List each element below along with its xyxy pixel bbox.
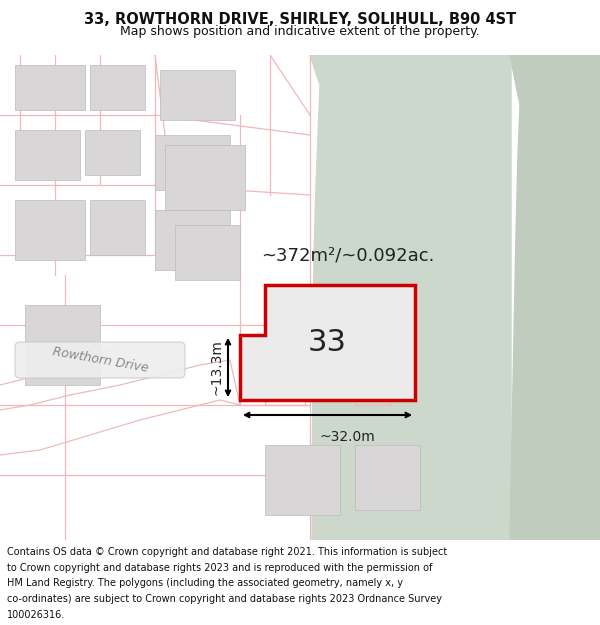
- Text: Map shows position and indicative extent of the property.: Map shows position and indicative extent…: [120, 26, 480, 39]
- Text: Rowthorn Drive: Rowthorn Drive: [51, 345, 149, 375]
- Bar: [265, 340, 355, 400]
- Bar: [265, 445, 340, 515]
- Polygon shape: [310, 55, 511, 540]
- Text: to Crown copyright and database rights 2023 and is reproduced with the permissio: to Crown copyright and database rights 2…: [7, 562, 433, 572]
- Bar: [265, 345, 350, 400]
- Bar: [15, 200, 85, 260]
- Bar: [25, 305, 100, 385]
- Bar: [15, 65, 85, 110]
- Text: 100026316.: 100026316.: [7, 610, 65, 620]
- Text: 33: 33: [308, 328, 347, 357]
- Bar: [15, 130, 80, 180]
- Bar: [90, 200, 145, 255]
- Bar: [155, 135, 230, 190]
- Polygon shape: [240, 285, 415, 400]
- Bar: [365, 350, 413, 400]
- Bar: [155, 210, 230, 270]
- Text: co-ordinates) are subject to Crown copyright and database rights 2023 Ordnance S: co-ordinates) are subject to Crown copyr…: [7, 594, 442, 604]
- Text: HM Land Registry. The polygons (including the associated geometry, namely x, y: HM Land Registry. The polygons (includin…: [7, 578, 403, 588]
- Polygon shape: [510, 55, 600, 540]
- Text: ~372m²/~0.092ac.: ~372m²/~0.092ac.: [261, 246, 434, 264]
- Text: ~13.3m: ~13.3m: [209, 339, 223, 396]
- Bar: [175, 225, 240, 280]
- Text: Contains OS data © Crown copyright and database right 2021. This information is : Contains OS data © Crown copyright and d…: [7, 547, 448, 557]
- Text: ~32.0m: ~32.0m: [320, 430, 376, 444]
- Bar: [165, 145, 245, 210]
- Bar: [85, 130, 140, 175]
- Bar: [355, 445, 420, 510]
- Text: 33, ROWTHORN DRIVE, SHIRLEY, SOLIHULL, B90 4ST: 33, ROWTHORN DRIVE, SHIRLEY, SOLIHULL, B…: [84, 12, 516, 27]
- FancyBboxPatch shape: [15, 342, 185, 378]
- Bar: [160, 70, 235, 120]
- Bar: [90, 65, 145, 110]
